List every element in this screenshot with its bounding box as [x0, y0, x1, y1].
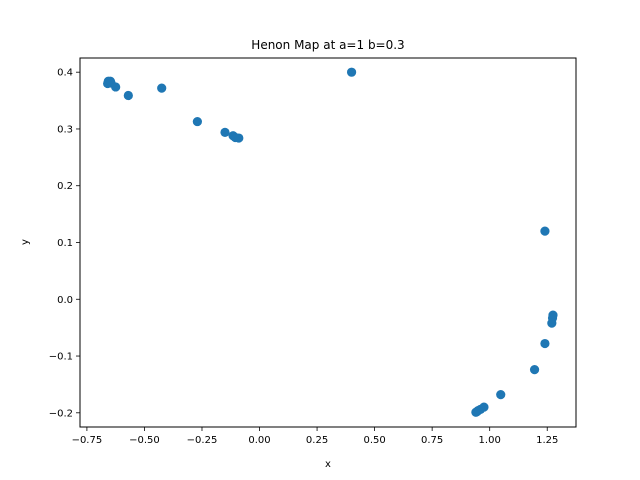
- data-point-7: [123, 90, 133, 101]
- x-tick-label: 1.00: [479, 435, 501, 446]
- data-point-9: [192, 116, 202, 127]
- x-axis-label: x: [325, 459, 331, 470]
- plot-points: [103, 67, 558, 417]
- x-tick-label: −0.50: [129, 435, 160, 446]
- x-tick-label: 0.50: [363, 435, 385, 446]
- data-point-17: [540, 338, 550, 349]
- y-tick-label: 0.1: [57, 238, 73, 249]
- data-point-10: [220, 127, 230, 137]
- y-axis-label: y: [20, 239, 31, 245]
- x-tick-label: 0.25: [306, 435, 328, 446]
- data-point-1: [540, 226, 550, 236]
- x-axis-ticks: −0.75 −0.50 −0.25 0.00 0.25 0.50 0.75 1.00 1.25: [72, 427, 558, 446]
- data-point-6: [111, 82, 121, 92]
- y-tick-label: −0.2: [49, 408, 73, 419]
- data-point-8: [157, 83, 167, 93]
- x-tick-label: 0.00: [248, 435, 270, 446]
- y-tick-label: 0.3: [57, 124, 73, 135]
- y-tick-label: 0.4: [57, 68, 73, 79]
- x-tick-label: 1.25: [536, 435, 558, 446]
- x-tick-label: −0.25: [187, 435, 218, 446]
- plot-area-frame: [79, 57, 577, 428]
- y-tick-label: 0.2: [57, 181, 73, 192]
- y-tick-label: 0.0: [57, 295, 73, 306]
- data-point-13: [234, 133, 244, 143]
- data-point-0: [346, 67, 357, 77]
- data-point-19: [496, 390, 506, 400]
- chart-title: Henon Map at a=1 b=0.3: [251, 38, 404, 52]
- y-tick-label: −0.1: [49, 352, 73, 363]
- x-tick-label: 0.75: [421, 435, 443, 446]
- data-point-16: [547, 318, 557, 328]
- data-point-24: [471, 407, 481, 417]
- x-tick-label: −0.75: [72, 435, 103, 446]
- data-point-18: [529, 365, 540, 375]
- y-axis-ticks: −0.2 −0.1 0.0 0.1 0.2 0.3 0.4: [49, 68, 80, 419]
